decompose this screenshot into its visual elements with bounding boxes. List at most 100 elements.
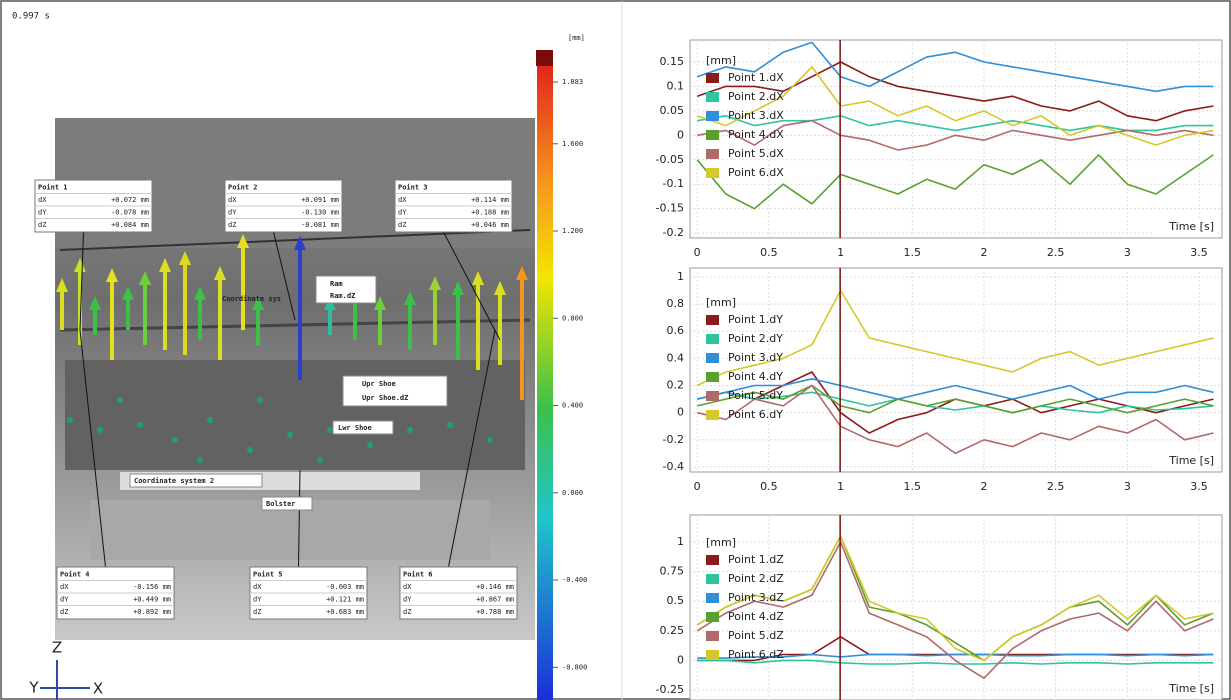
- row-value: +0.072 mm: [111, 196, 149, 204]
- marker-dot: [117, 397, 123, 403]
- photo-press: [65, 360, 525, 470]
- marker-dot: [137, 422, 143, 428]
- marker-dot: [317, 457, 323, 463]
- object-label: Ram.dZ: [330, 292, 355, 300]
- marker-dot: [447, 422, 453, 428]
- legend-swatch: [706, 315, 719, 325]
- y-tick-label: 0.6: [667, 324, 685, 337]
- legend-swatch: [706, 73, 719, 83]
- legend-label: Point 1.dX: [728, 71, 784, 84]
- y-tick-label: -0.1: [663, 177, 684, 190]
- object-label: Lwr Shoe: [338, 424, 372, 432]
- x-axis-label: Time [s]: [1168, 220, 1214, 233]
- row-label: dX: [38, 196, 47, 204]
- row-label: dZ: [403, 608, 411, 616]
- row-label: dX: [253, 583, 262, 591]
- row-label: dY: [398, 208, 407, 216]
- row-label: dZ: [253, 608, 261, 616]
- x-tick-label: 2: [980, 246, 987, 259]
- y-tick-label: -0.15: [656, 202, 684, 215]
- colorbar-tick-label: -0.400: [562, 576, 587, 584]
- legend-swatch: [706, 168, 719, 178]
- marker-dot: [367, 442, 373, 448]
- colorbar-tick-label: 1.200: [562, 227, 583, 235]
- row-value: +0.867 mm: [476, 595, 514, 603]
- point-box-title: Point 2: [228, 183, 258, 191]
- marker-dot: [487, 437, 493, 443]
- colorbar-tick-label: 0.000: [562, 489, 583, 497]
- screen: 0.997 s RamRam.dZCoordinate sysUpr ShoeU…: [0, 0, 1231, 700]
- marker-dot: [407, 427, 413, 433]
- legend-swatch: [706, 631, 719, 641]
- triad-y-label: Y: [28, 679, 39, 697]
- object-label: Upr Shoe: [362, 380, 396, 388]
- row-label: dX: [398, 196, 407, 204]
- row-value: +0.146 mm: [476, 583, 514, 591]
- y-tick-label: -0.4: [663, 460, 684, 473]
- legend-label: Point 6.dZ: [728, 648, 784, 661]
- legend-label: Point 6.dX: [728, 166, 784, 179]
- x-tick-label: 2.5: [1047, 480, 1065, 493]
- legend-swatch: [706, 372, 719, 382]
- colorbar-unit: [mm]: [568, 34, 585, 42]
- legend-title: [mm]: [706, 296, 736, 309]
- y-tick-label: 0: [677, 128, 684, 141]
- row-value: +0.121 mm: [326, 595, 364, 603]
- row-value: -0.078 mm: [111, 208, 149, 216]
- marker-dot: [257, 397, 263, 403]
- marker-dot: [327, 427, 333, 433]
- colorbar-tick-label: 0.800: [562, 314, 583, 322]
- legend-swatch: [706, 574, 719, 584]
- legend-label: Point 5.dX: [728, 147, 784, 160]
- row-value: +0.091 mm: [301, 196, 339, 204]
- row-value: +0.788 mm: [476, 608, 514, 616]
- y-tick-label: 0.4: [667, 351, 685, 364]
- y-tick-label: 0.1: [667, 79, 685, 92]
- legend-label: Point 5.dZ: [728, 629, 784, 642]
- legend-swatch: [706, 650, 719, 660]
- row-value: +0.892 mm: [133, 608, 171, 616]
- colorbar-tick-label: -0.800: [562, 663, 587, 671]
- y-tick-label: 0.25: [660, 624, 685, 637]
- legend-label: Point 4.dY: [728, 370, 783, 383]
- marker-dot: [172, 437, 178, 443]
- y-tick-label: -0.2: [663, 433, 684, 446]
- legend-label: Point 3.dY: [728, 351, 783, 364]
- row-label: dZ: [38, 221, 46, 229]
- legend-swatch: [706, 111, 719, 121]
- point-box-title: Point 6: [403, 570, 433, 578]
- row-label: dY: [253, 595, 262, 603]
- y-tick-label: -0.05: [656, 153, 684, 166]
- colorbar-tick-label: 1.883: [562, 78, 583, 86]
- y-tick-label: 1: [677, 270, 684, 283]
- y-tick-label: 0.5: [667, 594, 685, 607]
- marker-dot: [247, 447, 253, 453]
- object-label: Ram: [330, 280, 343, 288]
- row-label: dX: [228, 196, 237, 204]
- legend-label: Point 1.dY: [728, 313, 783, 326]
- x-tick-label: 0.5: [760, 480, 778, 493]
- marker-dot: [287, 432, 293, 438]
- y-tick-label: 0.15: [660, 55, 685, 68]
- legend-label: Point 2.dZ: [728, 572, 784, 585]
- chart: 10.80.60.40.20-0.2-0.400.511.522.533.5[m…: [663, 268, 1222, 493]
- legend-swatch: [706, 149, 719, 159]
- x-tick-label: 1: [837, 480, 844, 493]
- row-label: dX: [403, 583, 412, 591]
- row-value: +0.084 mm: [111, 221, 149, 229]
- chart: 10.750.50.250-0.25[mm]Point 1.dZPoint 2.…: [656, 515, 1222, 700]
- object-label: Coordinate system 2: [134, 477, 214, 485]
- page: 0.997 s RamRam.dZCoordinate sysUpr ShoeU…: [0, 0, 1231, 700]
- y-tick-label: 1: [677, 535, 684, 548]
- legend-swatch: [706, 334, 719, 344]
- x-tick-label: 1.5: [904, 480, 922, 493]
- legend-label: Point 6.dY: [728, 408, 783, 421]
- triad-z-label: Z: [52, 639, 62, 657]
- marker-dot: [67, 417, 73, 423]
- legend-label: Point 3.dX: [728, 109, 784, 122]
- row-value: +0.449 mm: [133, 595, 171, 603]
- row-value: +0.683 mm: [326, 608, 364, 616]
- legend-label: Point 3.dZ: [728, 591, 784, 604]
